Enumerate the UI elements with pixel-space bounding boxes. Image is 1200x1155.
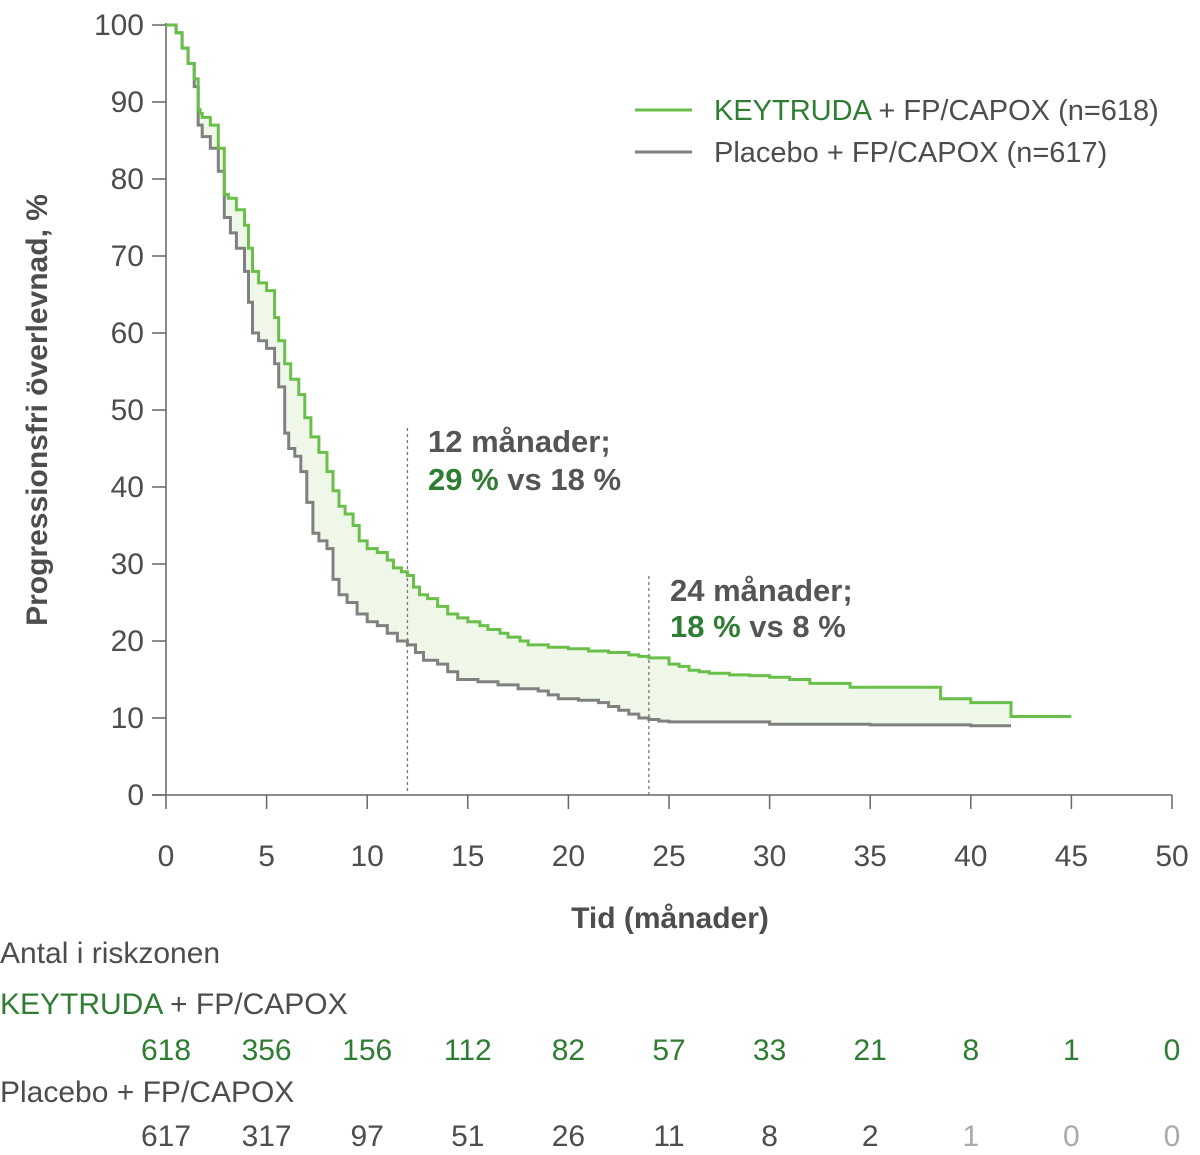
legend-label-keytruda: KEYTRUDA + FP/CAPOX (n=618)	[714, 95, 1159, 127]
risk-count-keytruda: 82	[552, 1034, 585, 1067]
difference-fill	[166, 25, 1011, 726]
risk-keytruda-brand: KEYTRUDA	[0, 988, 163, 1021]
tick-labels-layer: 0 10 20 30 40 50 60 70 80 90 100 0 5 10 15 20 25 30 35 40 45…	[94, 9, 1189, 873]
annotation-24-rest: vs 8 %	[741, 609, 846, 644]
risk-count-placebo: 2	[862, 1120, 879, 1150]
annotation-12-values: 29 % vs 18 %	[428, 462, 621, 497]
y-tick-label-20: 20	[111, 625, 144, 658]
risk-keytruda-rest: + FP/CAPOX	[162, 988, 348, 1021]
x-tick-label-0: 0	[158, 840, 175, 873]
y-axis-title: Progressionsfri överlevnad, %	[21, 194, 54, 626]
y-tick-label-70: 70	[111, 240, 144, 273]
risk-count-keytruda: 1	[1063, 1034, 1080, 1067]
risk-count-keytruda: 0	[1164, 1034, 1181, 1067]
risk-count-keytruda: 356	[242, 1034, 292, 1067]
legend-keytruda-rest: + FP/CAPOX (n=618)	[870, 95, 1159, 127]
annotation-12-months: 12 månader; 29 % vs 18 %	[428, 424, 621, 497]
annotation-24-values: 18 % vs 8 %	[670, 609, 846, 644]
annotation-12-rest: vs 18 %	[499, 462, 621, 497]
series-layer	[166, 23, 1072, 728]
y-tick-label-40: 40	[111, 471, 144, 504]
annotation-12-highlight: 29 %	[428, 462, 499, 497]
risk-count-placebo: 97	[351, 1120, 384, 1150]
legend-keytruda-brand: KEYTRUDA	[714, 95, 873, 127]
annotation-24-months: 24 månader; 18 % vs 8 %	[670, 573, 853, 644]
y-tick-label-80: 80	[111, 163, 144, 196]
risk-count-keytruda: 8	[962, 1034, 979, 1067]
risk-count-keytruda: 618	[141, 1034, 191, 1067]
y-tick-label-0: 0	[127, 779, 144, 812]
risk-count-keytruda: 156	[342, 1034, 392, 1067]
risk-count-placebo: 51	[451, 1120, 484, 1150]
risk-row-placebo: 617 317 97 51 26 11 8 2 1 0 0	[141, 1120, 1181, 1153]
risk-count-keytruda: 112	[444, 1034, 492, 1067]
risk-label-placebo: Placebo + FP/CAPOX	[0, 1076, 294, 1109]
series-line-keytruda	[166, 23, 1072, 718]
risk-row-keytruda: 618 356 156 112 82 57 33 21 8 1 0	[141, 1034, 1180, 1067]
risk-count-placebo: 1	[962, 1120, 979, 1150]
difference-fill-layer	[166, 25, 1011, 726]
risk-count-keytruda: 21	[854, 1034, 887, 1067]
risk-count-placebo: 8	[761, 1120, 778, 1150]
x-tick-label-50: 50	[1155, 840, 1188, 873]
y-tick-label-30: 30	[111, 548, 144, 581]
y-tick-label-60: 60	[111, 317, 144, 350]
x-axis-title: Tid (månader)	[571, 902, 769, 935]
y-tick-label-10: 10	[111, 702, 144, 735]
risk-count-placebo: 317	[242, 1120, 292, 1150]
x-tick-label-45: 45	[1055, 840, 1088, 873]
legend: KEYTRUDA + FP/CAPOX (n=618) Placebo + FP…	[635, 95, 1159, 169]
risk-count-placebo: 11	[653, 1120, 684, 1150]
risk-count-placebo: 617	[141, 1120, 191, 1150]
x-tick-label-40: 40	[954, 840, 987, 873]
x-tick-label-25: 25	[652, 840, 685, 873]
risk-label-keytruda: KEYTRUDA + FP/CAPOX	[0, 988, 348, 1021]
risk-count-placebo: 0	[1164, 1120, 1181, 1150]
risk-count-keytruda: 33	[753, 1034, 786, 1067]
y-tick-label-90: 90	[111, 86, 144, 119]
y-tick-label-50: 50	[111, 394, 144, 427]
axes-layer	[152, 23, 1173, 809]
x-tick-label-15: 15	[451, 840, 484, 873]
legend-label-placebo: Placebo + FP/CAPOX (n=617)	[714, 137, 1107, 169]
risk-table-title: Antal i riskzonen	[0, 937, 220, 970]
annotation-24-highlight: 18 %	[670, 609, 741, 644]
y-tick-label-100: 100	[94, 9, 144, 42]
risk-table: Antal i riskzonen KEYTRUDA + FP/CAPOX 61…	[0, 937, 1181, 1153]
risk-count-keytruda: 57	[652, 1034, 685, 1067]
annotation-12-title: 12 månader;	[428, 424, 611, 459]
x-tick-label-30: 30	[753, 840, 786, 873]
series-line-placebo	[166, 23, 1011, 728]
annotation-lines-layer	[406, 428, 650, 795]
risk-count-placebo: 0	[1063, 1120, 1080, 1150]
x-tick-label-20: 20	[552, 840, 585, 873]
annotation-24-title: 24 månader;	[670, 573, 853, 608]
x-tick-label-5: 5	[258, 840, 275, 873]
risk-count-placebo: 26	[552, 1120, 585, 1150]
x-tick-label-10: 10	[351, 840, 384, 873]
x-tick-label-35: 35	[854, 840, 887, 873]
